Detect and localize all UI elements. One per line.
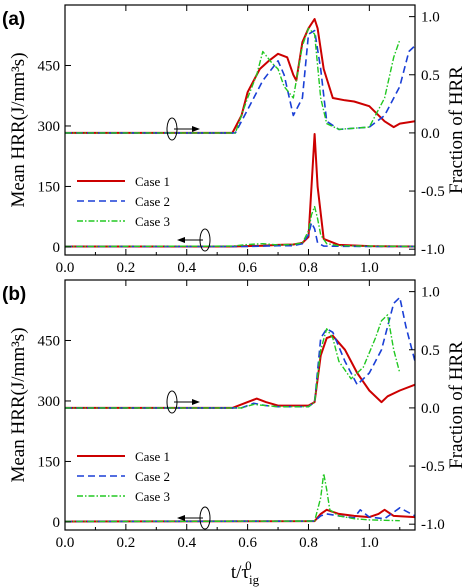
x-tick-label: 0.8 (299, 535, 318, 551)
y-right-axis-label: Fraction of HRR (446, 341, 467, 469)
x-axis-label-sub: ig (249, 572, 260, 587)
series-line-case-1-fraction (65, 18, 415, 134)
left-axis-arrowhead (177, 237, 185, 243)
legend-label-3: Case 3 (135, 214, 170, 229)
y-right-tick-label: -0.5 (421, 184, 445, 200)
panel-label: (a) (2, 9, 25, 30)
x-tick-label: 1.0 (360, 260, 379, 276)
y-left-tick-label: 450 (38, 58, 61, 74)
panel-b: 0.0 0.2 0.4 0.6 0.8 1.0 0 150 300 450 -1.0 -0.5 0.0 0… (2, 279, 467, 551)
x-tick-label: 0.4 (177, 260, 196, 276)
x-tick-label: 0.6 (238, 260, 257, 276)
series-line-case-2-fraction (65, 296, 415, 409)
plot-area (65, 296, 415, 523)
left-axis-arrowhead (177, 515, 185, 521)
y-left-axis-label: Mean HRR(J/mm³s) (8, 327, 29, 482)
x-tick-label: 1.0 (360, 535, 379, 551)
series-line-case-3-fraction (65, 314, 401, 409)
y-right-tick-label: 0.5 (421, 343, 440, 359)
y-right-tick-label: -1.0 (421, 517, 445, 533)
series-line-case-1-fraction (65, 334, 415, 409)
panel-label: (b) (2, 284, 26, 305)
y-left-tick-label: 0 (53, 240, 61, 256)
y-right-tick-label: 0.0 (421, 401, 440, 417)
y-left-tick-label: 450 (38, 333, 61, 349)
legend-label-1: Case 1 (135, 449, 170, 464)
x-tick-label: 0.4 (177, 535, 196, 551)
x-tick-label: 0.6 (238, 535, 257, 551)
right-axis-arrowhead (192, 126, 200, 132)
plot-frame (64, 4, 416, 256)
y-left-tick-label: 300 (38, 394, 61, 410)
x-axis-label-sup: 0 (245, 558, 252, 573)
legend-label-2: Case 2 (135, 194, 170, 209)
x-tick-label: 0.8 (299, 260, 318, 276)
x-tick-label: 0.0 (56, 535, 75, 551)
y-right-tick-label: -1.0 (421, 242, 445, 258)
legend-label-1: Case 1 (135, 174, 170, 189)
y-right-tick-label: 1.0 (421, 10, 440, 26)
x-axis-label: t/τig0 (231, 558, 260, 587)
y-left-tick-label: 150 (38, 179, 61, 195)
right-axis-arrowhead (192, 399, 200, 405)
plot-area (65, 18, 415, 248)
y-right-tick-label: 0.5 (421, 68, 440, 84)
y-right-tick-label: 1.0 (421, 285, 440, 301)
y-left-tick-label: 150 (38, 454, 61, 470)
series-line-case-3 (65, 205, 415, 248)
series-line-case-3-fraction (65, 27, 401, 134)
legend-label-3: Case 3 (135, 489, 170, 504)
y-left-tick-label: 300 (38, 119, 61, 135)
x-tick-label: 0.0 (56, 260, 75, 276)
x-tick-label: 0.2 (116, 535, 135, 551)
series-line-case-1 (65, 133, 415, 248)
series-line-case-3 (65, 472, 400, 523)
series-line-case-2-fraction (65, 29, 415, 134)
y-left-tick-label: 0 (53, 515, 61, 531)
plot-frame (64, 279, 416, 531)
series-line-case-1 (65, 508, 415, 523)
x-tick-label: 0.2 (116, 260, 135, 276)
x-axis-label-main: t/τ (231, 562, 250, 583)
panel-a: 0.0 0.2 0.4 0.6 0.8 1.0 0 150 300 450 -1.0 -0.5 0.0 0… (2, 4, 467, 276)
y-right-axis-label: Fraction of HRR (446, 66, 467, 194)
y-right-tick-label: -0.5 (421, 459, 445, 475)
series-line-case-2 (65, 507, 415, 523)
y-left-axis-label: Mean HRR(J/mm³s) (8, 52, 29, 207)
y-right-tick-label: 0.0 (421, 126, 440, 142)
series-line-case-2 (65, 221, 415, 248)
legend-label-2: Case 2 (135, 469, 170, 484)
